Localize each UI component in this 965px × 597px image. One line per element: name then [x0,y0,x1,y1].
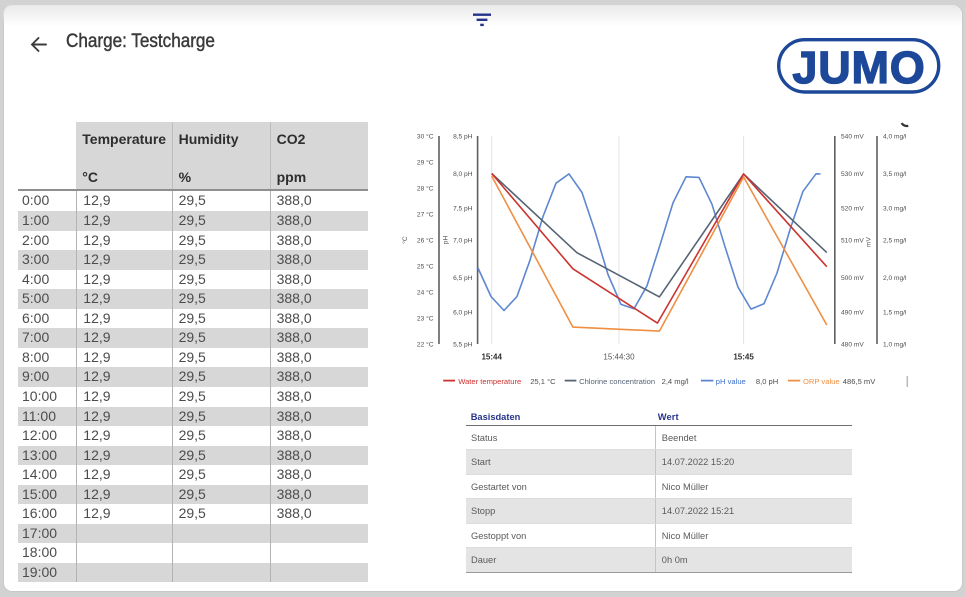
svg-text:510 mV: 510 mV [841,237,864,244]
svg-text:JUMO: JUMO [792,42,925,93]
svg-text:25 °C: 25 °C [417,262,434,270]
svg-text:7,0 pH: 7,0 pH [453,237,473,244]
svg-text:22 °C: 22 °C [417,340,434,348]
svg-text:29 °C: 29 °C [417,158,434,166]
svg-text:Water temperature: Water temperature [458,377,521,386]
svg-text:28 °C: 28 °C [417,184,434,192]
svg-text:1,0 mg/l: 1,0 mg/l [883,341,907,348]
svg-text:26 °C: 26 °C [417,236,434,244]
svg-text:2,5 mg/l: 2,5 mg/l [883,237,907,244]
svg-text:15:44:30: 15:44:30 [603,353,635,362]
svg-text:490 mV: 490 mV [841,309,864,316]
svg-text:Chlorine concentration: Chlorine concentration [579,377,655,386]
svg-text:6,0 pH: 6,0 pH [453,309,473,316]
svg-text:3,0 mg/l: 3,0 mg/l [883,205,907,212]
svg-text:15:44: 15:44 [481,353,502,362]
svg-text:pH: pH [443,236,450,245]
svg-text:8,5 pH: 8,5 pH [453,133,473,140]
svg-text:520 mV: 520 mV [841,205,864,212]
svg-text:7,5 pH: 7,5 pH [453,205,473,212]
svg-text:3,5 mg/l: 3,5 mg/l [883,171,907,178]
svg-text:30 °C: 30 °C [417,132,434,140]
svg-text:500 mV: 500 mV [841,275,864,282]
svg-text:486,5 mV: 486,5 mV [843,377,876,386]
svg-text:mV: mV [866,236,873,246]
svg-text:27 °C: 27 °C [417,210,434,218]
svg-text:530 mV: 530 mV [841,171,864,178]
svg-text:pH value: pH value [716,377,746,386]
svg-text:480 mV: 480 mV [841,341,864,348]
svg-text:2,0 mg/l: 2,0 mg/l [883,275,907,282]
svg-text:23 °C: 23 °C [417,314,434,322]
svg-text:4,0 mg/l: 4,0 mg/l [883,133,907,140]
svg-text:1,5 mg/l: 1,5 mg/l [883,309,907,316]
svg-text:25,1 °C: 25,1 °C [530,377,556,386]
svg-text:6,5 pH: 6,5 pH [453,275,473,282]
svg-text:24 °C: 24 °C [417,288,434,296]
svg-text:8,0 pH: 8,0 pH [756,377,778,386]
svg-text:540 mV: 540 mV [841,133,864,140]
svg-text:2,4 mg/l: 2,4 mg/l [662,377,689,386]
svg-text:8,0 pH: 8,0 pH [453,171,473,178]
svg-text:ORP value: ORP value [803,377,840,386]
svg-text:15:45: 15:45 [733,353,754,362]
svg-text:°C: °C [401,236,409,244]
svg-text:5,5 pH: 5,5 pH [453,341,473,348]
